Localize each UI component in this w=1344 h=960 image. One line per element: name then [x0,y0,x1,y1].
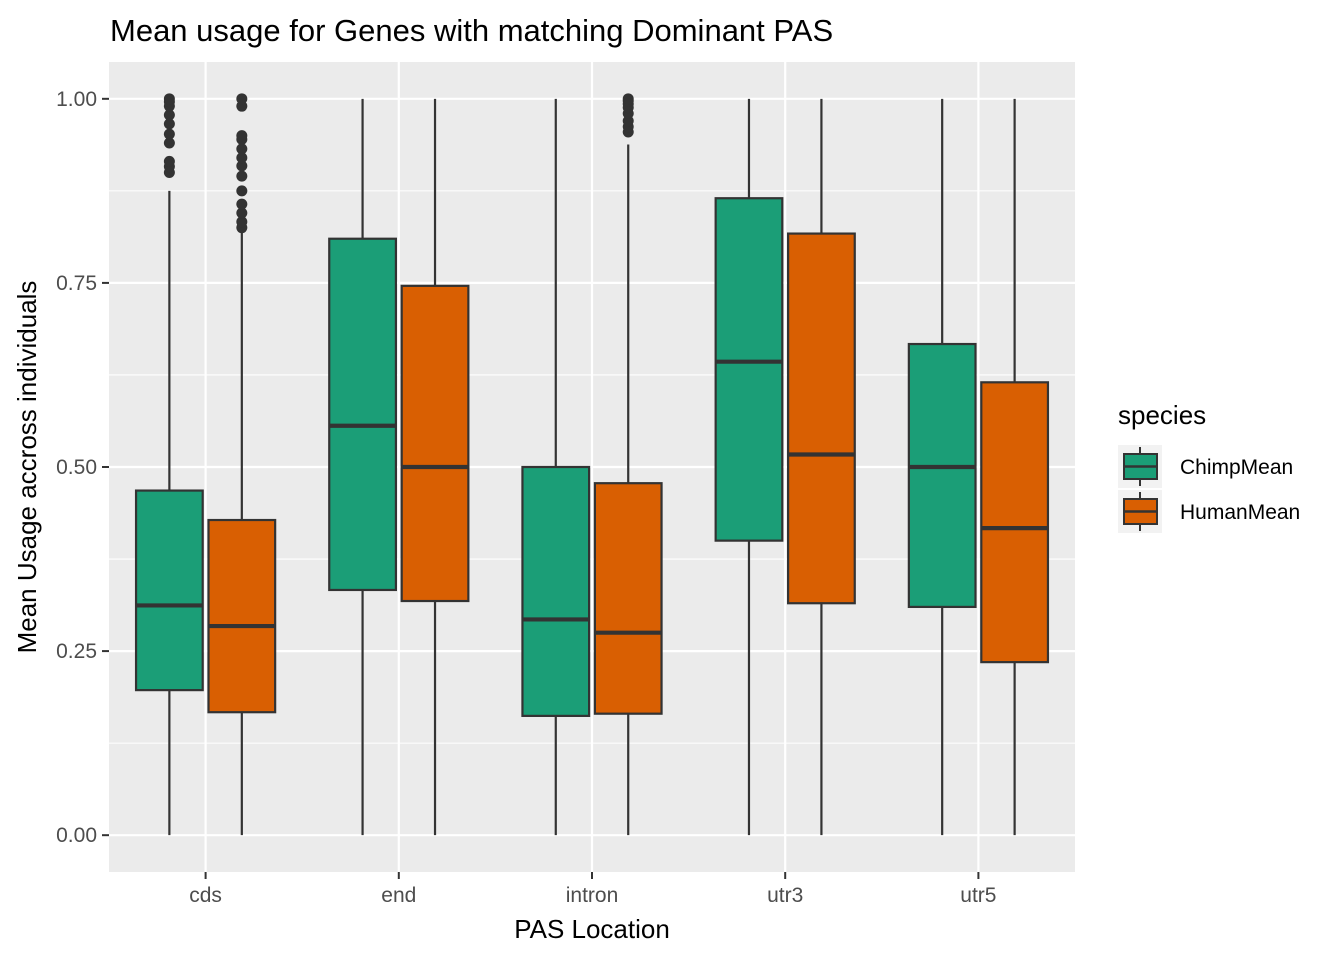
legend: species ChimpMean HumanMean [1118,400,1300,533]
y-tick-label: 0.75 [56,272,97,295]
y-tick-label: 0.25 [56,640,97,663]
x-tick-label-cds: cds [189,884,222,907]
outlier-point [236,93,247,104]
outlier-point [164,129,175,140]
legend-title: species [1118,400,1206,430]
outlier-point [164,156,175,167]
x-tick-label-utr5: utr5 [960,884,996,907]
legend-entry-chimpmean: ChimpMean [1118,445,1293,488]
x-tick-label-intron: intron [566,884,619,907]
chart-title: Mean usage for Genes with matching Domin… [110,13,833,48]
box-iqr [788,234,855,604]
outlier-point [164,93,175,104]
y-tick-label: 1.00 [56,88,97,111]
x-tick-label-utr3: utr3 [767,884,803,907]
box-iqr [208,520,275,712]
x-axis-title: PAS Location [514,914,670,944]
outlier-point [236,185,247,196]
outlier-point [236,171,247,182]
box-iqr [716,198,783,540]
legend-label: ChimpMean [1180,456,1293,479]
box-iqr [136,491,203,691]
box-iqr [909,344,976,607]
box-iqr [981,382,1048,662]
box-iqr [522,467,589,716]
outlier-point [236,130,247,141]
y-tick-label: 0.00 [56,824,97,847]
legend-entry-humanmean: HumanMean [1118,490,1300,533]
legend-label: HumanMean [1180,501,1300,524]
y-tick-label: 0.50 [56,456,97,479]
x-tick-label-end: end [381,884,416,907]
box-iqr [595,483,662,713]
box-iqr [329,239,396,590]
outlier-point [623,93,634,104]
outlier-point [236,199,247,210]
y-axis-title: Mean Usage accross individuals [12,281,42,654]
outlier-point [236,143,247,154]
box-iqr [402,286,469,601]
